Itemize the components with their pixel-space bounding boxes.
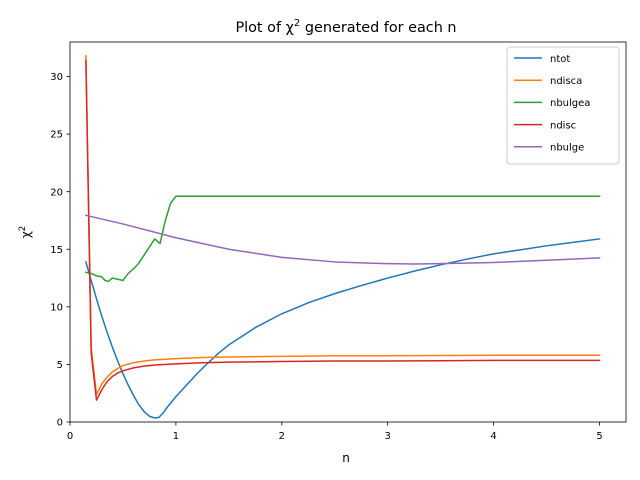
x-tick-label: 3 — [385, 431, 391, 442]
legend: ntot ndisca nbulgea ndisc nbulge — [506, 46, 620, 165]
axes-frame — [69, 41, 627, 423]
y-tick-label: 25 — [50, 130, 63, 141]
legend-label-nbulgea: nbulgea — [550, 98, 590, 109]
x-tick-label: 2 — [279, 431, 285, 442]
legend-label-ndisc: ndisc — [550, 120, 576, 131]
legend-label-ntot: ntot — [550, 54, 570, 65]
y-axis-label: χ2 — [18, 226, 33, 238]
axis-ticks: 0 1 2 3 4 5 0 5 10 15 20 25 30 — [50, 72, 602, 442]
y-tick-label: 0 — [57, 418, 63, 429]
x-tick-label: 4 — [490, 431, 496, 442]
x-tick-label: 1 — [173, 431, 179, 442]
series-line-ndisca — [85, 55, 601, 396]
y-tick-label: 15 — [50, 245, 63, 256]
x-tick-label: 0 — [67, 431, 73, 442]
chart-title-exponent: 2 — [294, 18, 300, 29]
y-tick-label: 30 — [50, 72, 63, 83]
chart-title-suffix: generated for each n — [300, 20, 456, 36]
x-axis-label: n — [342, 451, 350, 465]
y-tick-label: 10 — [50, 302, 63, 313]
legend-label-nbulge: nbulge — [550, 143, 584, 154]
series-line-nbulgea — [84, 195, 601, 283]
series-line-ndisc — [85, 59, 601, 401]
series-line-ntot — [84, 238, 601, 419]
legend-box — [506, 46, 620, 165]
plot-area — [69, 41, 627, 423]
y-axis-label-base: χ — [19, 231, 33, 238]
series-lines — [84, 55, 601, 419]
y-axis-label-exponent: 2 — [18, 226, 28, 231]
chart-title: Plot of χ2 generated for each n — [235, 18, 456, 36]
series-line-nbulge — [84, 214, 601, 265]
y-tick-label: 20 — [50, 187, 63, 198]
legend-label-ndisca: ndisca — [550, 76, 582, 87]
x-tick-label: 5 — [596, 431, 602, 442]
y-tick-label: 5 — [57, 360, 63, 371]
chart-title-prefix: Plot of χ — [235, 20, 293, 36]
